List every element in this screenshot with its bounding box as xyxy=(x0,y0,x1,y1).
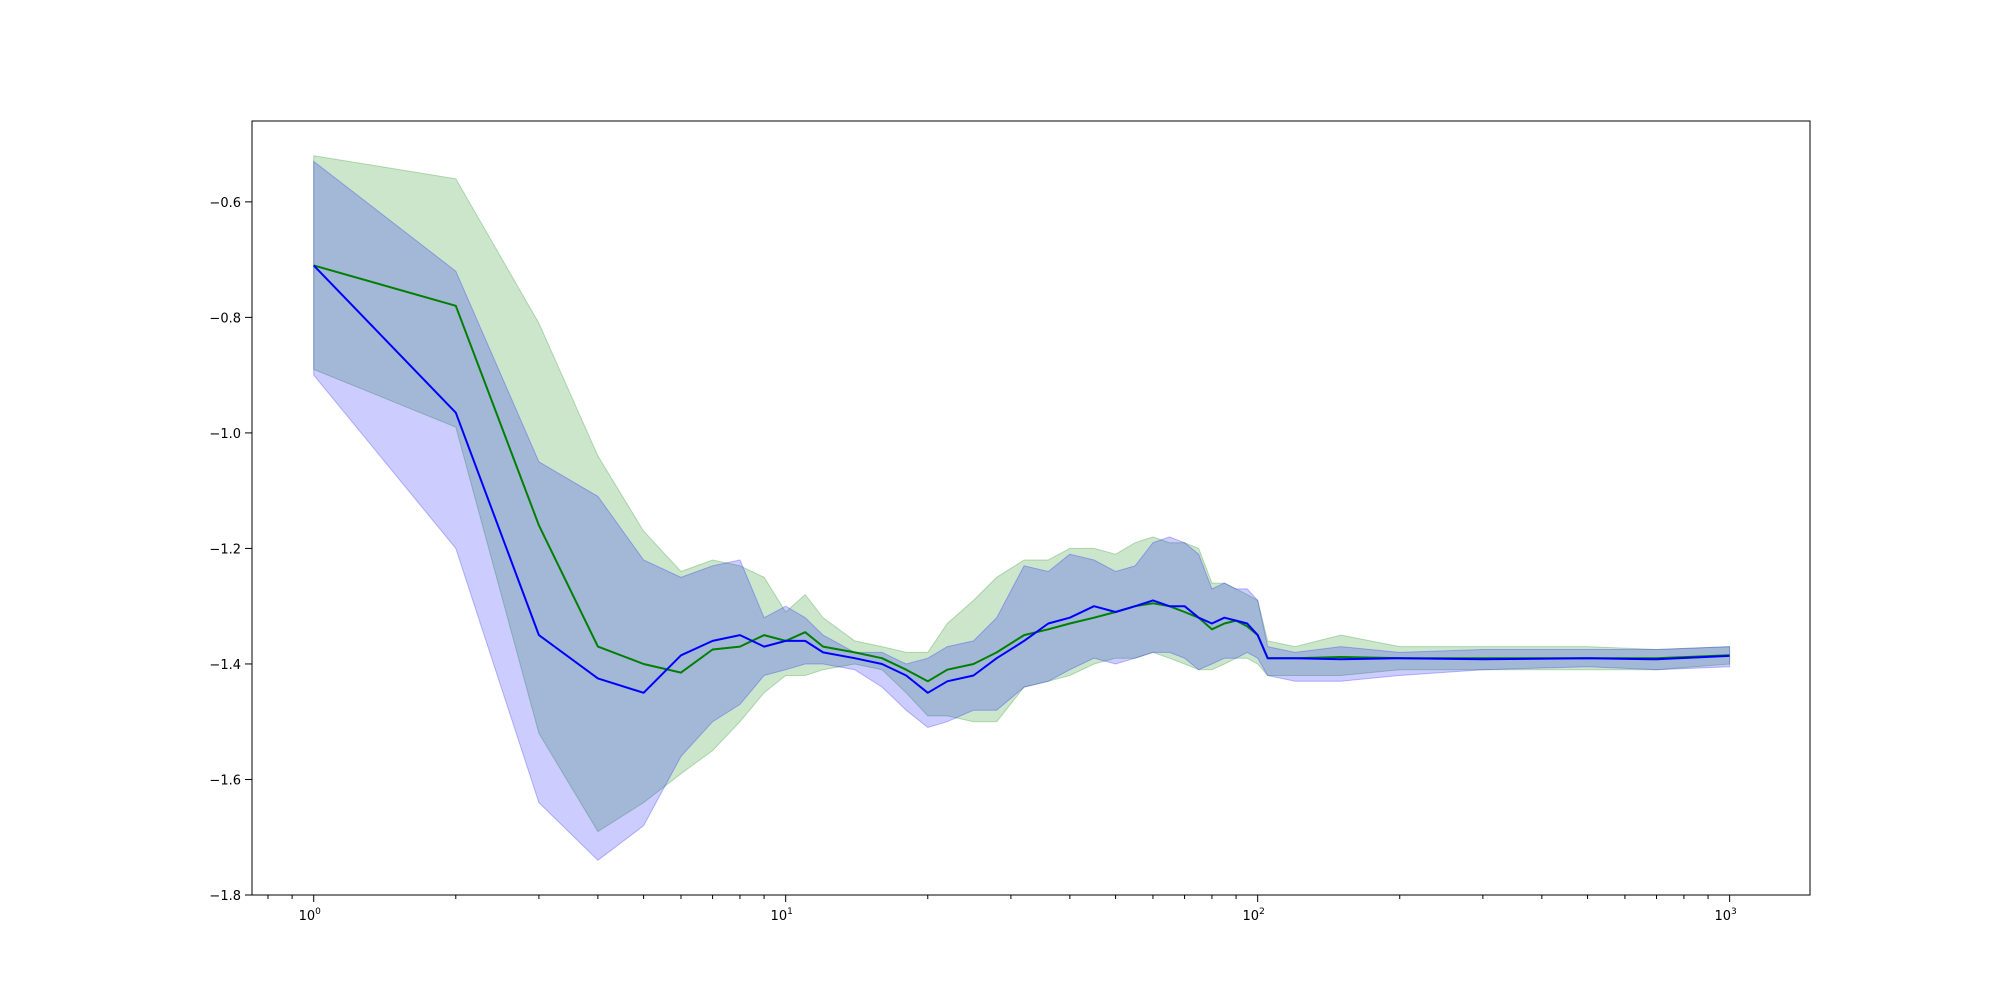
series-0-band xyxy=(313,155,1731,833)
confidence-bands xyxy=(313,155,1731,861)
plot-frame xyxy=(251,120,1811,896)
y-tick-label: −0.6 xyxy=(209,196,241,211)
x-tick-label: 101 xyxy=(771,907,793,924)
y-tick-label: −1.6 xyxy=(209,773,241,788)
series-1-line xyxy=(312,264,1730,694)
y-tick-label: −1.8 xyxy=(209,889,241,904)
x-tick-label: 103 xyxy=(1715,907,1737,924)
series-lines xyxy=(312,264,1730,694)
x-tick-label: 102 xyxy=(1243,907,1265,924)
y-tick-label: −1.2 xyxy=(209,542,241,557)
y-axis: −0.6 −0.8 −1.0 −1.2 −1.4 −1.6 −1.8 xyxy=(209,196,252,904)
x-axis: 100 101 102 103 xyxy=(267,895,1737,924)
y-tick-label: −1.4 xyxy=(209,658,241,673)
series-1-band xyxy=(313,160,1731,861)
y-tick-label: −0.8 xyxy=(209,311,241,326)
x-tick-label: 100 xyxy=(299,907,322,924)
y-tick-label: −1.0 xyxy=(209,427,241,442)
